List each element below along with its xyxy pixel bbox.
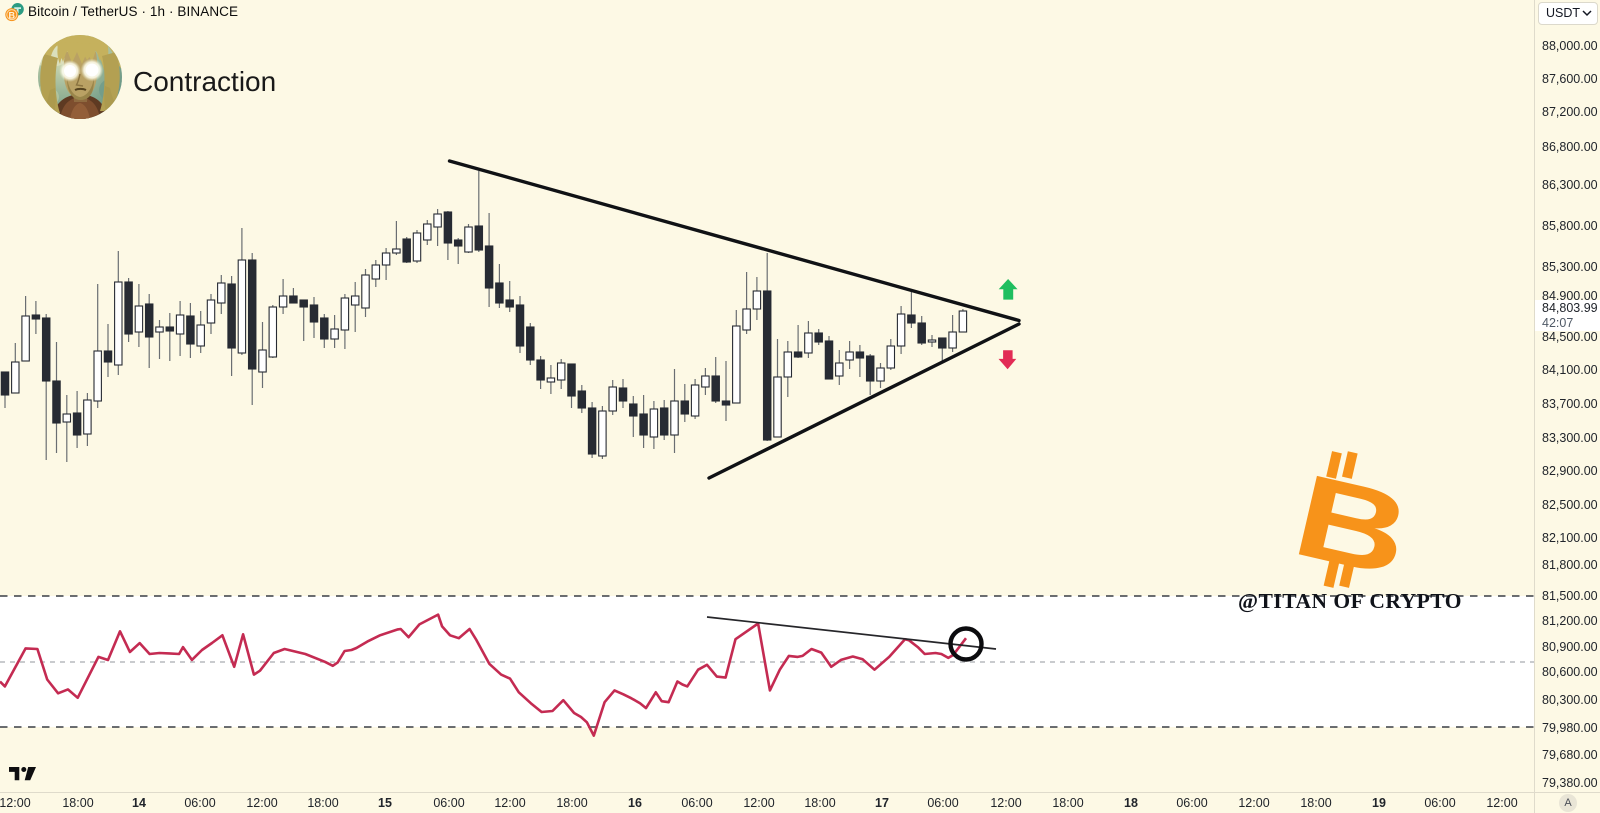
svg-text:B: B [9,10,16,20]
